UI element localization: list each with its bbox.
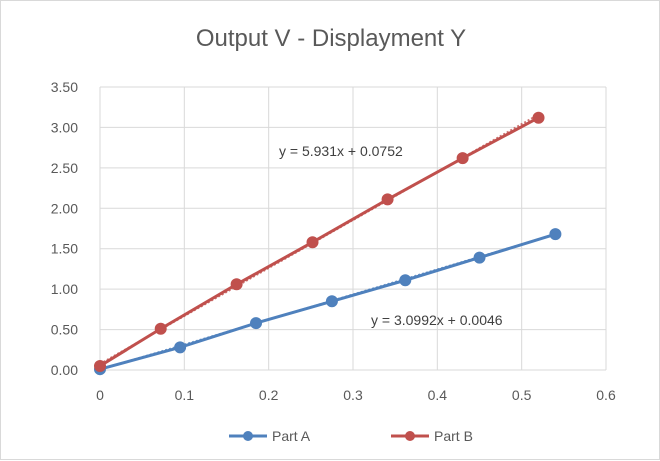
data-point-part-a <box>325 295 338 308</box>
y-axis-ticks: 0.00 0.50 1.00 1.50 2.00 2.50 3.00 3.50 <box>51 79 78 378</box>
data-point-part-b <box>94 359 106 372</box>
data-point-part-b <box>456 152 469 165</box>
data-point-part-a <box>399 274 412 287</box>
x-tick-label: 0.4 <box>428 387 448 403</box>
data-point-part-b <box>154 322 167 335</box>
series-part-b <box>94 111 545 372</box>
gridlines <box>99 86 607 371</box>
series-part-a <box>94 228 562 376</box>
y-tick-label: 2.50 <box>51 160 78 176</box>
y-tick-label: 0.00 <box>51 362 78 378</box>
y-tick-label: 1.00 <box>51 281 78 297</box>
data-point-part-b <box>532 111 545 124</box>
x-tick-label: 0.3 <box>343 387 363 403</box>
data-point-part-b <box>381 193 394 206</box>
x-axis-ticks: 0 0.1 0.2 0.3 0.4 0.5 0.6 <box>96 387 616 403</box>
trendline-equation-part-b: y = 5.931x + 0.0752 <box>279 143 403 159</box>
x-tick-label: 0.2 <box>259 387 279 403</box>
data-point-part-b <box>306 236 319 249</box>
y-tick-label: 2.00 <box>51 200 78 216</box>
legend-label-part-a: Part A <box>272 428 311 444</box>
y-tick-label: 1.50 <box>51 241 78 257</box>
y-tick-label: 3.00 <box>51 119 78 135</box>
x-tick-label: 0.1 <box>175 387 195 403</box>
y-tick-label: 3.50 <box>51 79 78 95</box>
x-tick-label: 0.6 <box>596 387 616 403</box>
x-tick-label: 0.5 <box>512 387 532 403</box>
data-point-part-a <box>250 317 263 330</box>
data-point-part-a <box>549 228 562 241</box>
series-layer <box>94 111 562 376</box>
legend-marker-part-b <box>405 431 415 441</box>
legend-label-part-b: Part B <box>434 428 473 444</box>
x-tick-label: 0 <box>96 387 104 403</box>
legend: Part A Part B <box>229 428 473 444</box>
data-point-part-b <box>230 278 243 291</box>
y-tick-label: 0.50 <box>51 322 78 338</box>
chart-title: Output V - Displayment Y <box>196 25 466 52</box>
data-point-part-a <box>174 341 187 354</box>
trendline-equation-part-a: y = 3.0992x + 0.0046 <box>371 312 503 328</box>
legend-marker-part-a <box>243 431 253 441</box>
data-point-part-a <box>473 251 486 264</box>
